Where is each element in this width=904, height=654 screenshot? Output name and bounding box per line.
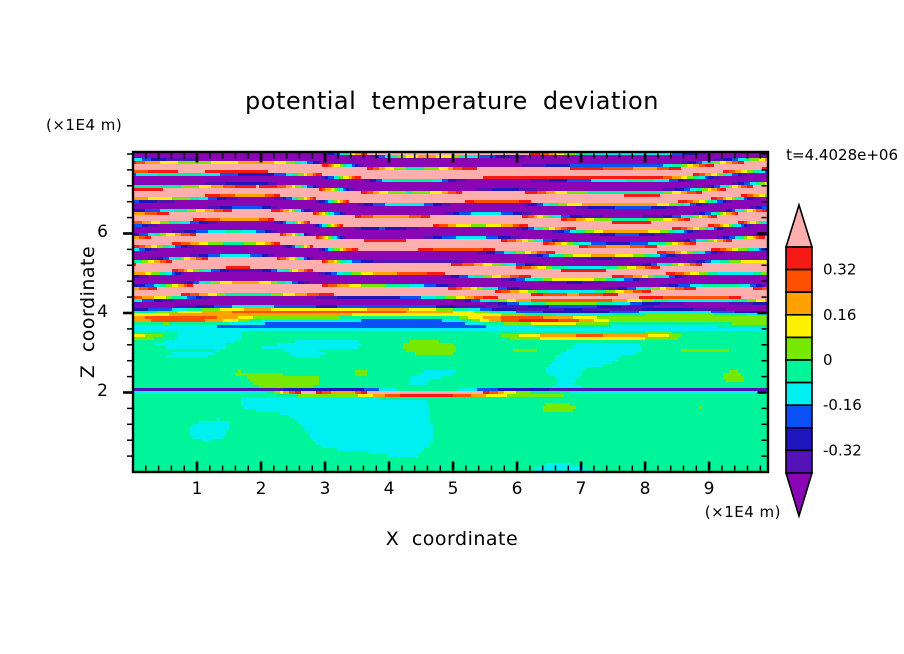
x-tick-label: 4 <box>383 479 395 499</box>
colorbar-end-arrow <box>784 472 814 519</box>
colorbar-label: 0 <box>823 351 833 369</box>
y-tick-label: 6 <box>97 222 108 243</box>
colorbar-label: -0.16 <box>823 396 862 414</box>
y-axis-title: Z coordinate <box>77 245 99 379</box>
chart-title: potential temperature deviation <box>245 87 659 115</box>
time-annotation: t=4.4028e+06 <box>786 146 898 164</box>
colorbar-segment <box>785 314 813 339</box>
x-tick-label: 9 <box>703 479 715 499</box>
contour-field-canvas <box>133 152 768 472</box>
colorbar-segment <box>785 268 813 293</box>
x-tick-label: 1 <box>191 479 203 499</box>
colorbar-segment <box>785 336 813 361</box>
x-axis-title: X coordinate <box>385 528 519 550</box>
colorbar-segment <box>785 404 813 429</box>
x-tick-label: 7 <box>575 479 587 499</box>
colorbar-segment <box>785 427 813 452</box>
colorbar-segment <box>785 449 813 474</box>
y-tick-label: 2 <box>97 381 108 402</box>
colorbar-segment <box>785 291 813 316</box>
y-axis-units-label: (×1E4 m) <box>46 116 123 134</box>
x-tick-label: 8 <box>639 479 651 499</box>
colorbar-end-arrow <box>784 202 814 248</box>
colorbar-label: 0.16 <box>823 306 856 324</box>
colorbar-segment <box>785 381 813 407</box>
x-tick-label: 3 <box>319 479 331 499</box>
x-tick-label: 2 <box>255 479 267 499</box>
x-tick-label: 6 <box>511 479 523 499</box>
plot-area <box>133 152 768 472</box>
x-axis-units-label: (×1E4 m) <box>704 503 781 521</box>
x-tick-label: 5 <box>447 479 459 499</box>
colorbar-segment <box>785 246 813 271</box>
colorbar: 0.32 0.16 0 -0.16 -0.32 <box>784 202 862 519</box>
colorbar-label: 0.32 <box>823 261 856 279</box>
colorbar-label: -0.32 <box>823 441 862 459</box>
y-tick-label: 4 <box>97 301 108 322</box>
colorbar-segment <box>785 359 813 384</box>
